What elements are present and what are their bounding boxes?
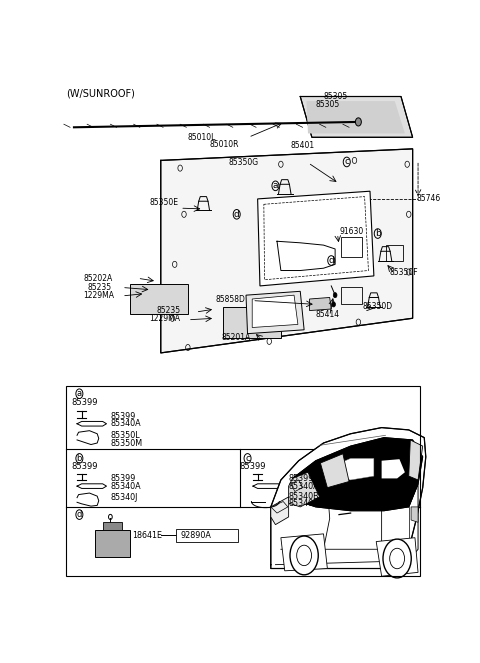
Polygon shape bbox=[161, 149, 413, 353]
Polygon shape bbox=[300, 97, 413, 137]
Text: (W/SUNROOF): (W/SUNROOF) bbox=[66, 89, 135, 99]
Text: 92890A: 92890A bbox=[180, 531, 211, 540]
Text: 85414: 85414 bbox=[316, 310, 340, 319]
Circle shape bbox=[383, 539, 411, 578]
Text: b: b bbox=[375, 229, 381, 238]
Text: 85340K: 85340K bbox=[288, 499, 319, 508]
Text: 85010R: 85010R bbox=[210, 140, 239, 149]
Bar bbox=[385, 245, 403, 261]
Text: 85350D: 85350D bbox=[362, 302, 392, 311]
Text: a: a bbox=[77, 389, 82, 398]
Text: 85399: 85399 bbox=[110, 412, 136, 420]
Polygon shape bbox=[281, 534, 327, 571]
Text: 85399: 85399 bbox=[72, 461, 98, 471]
Polygon shape bbox=[306, 101, 405, 133]
Text: d: d bbox=[77, 510, 82, 519]
Text: 85202A: 85202A bbox=[83, 274, 112, 282]
Text: 85350E: 85350E bbox=[149, 198, 178, 208]
Text: b: b bbox=[77, 454, 82, 463]
Text: 85201A: 85201A bbox=[221, 333, 251, 342]
Polygon shape bbox=[327, 458, 374, 480]
Text: 85350F: 85350F bbox=[389, 268, 418, 276]
Polygon shape bbox=[246, 291, 304, 333]
Circle shape bbox=[332, 302, 336, 307]
Bar bbox=[66, 386, 420, 576]
Text: 91630: 91630 bbox=[339, 227, 363, 236]
Text: 85399: 85399 bbox=[72, 398, 98, 408]
Text: 85340A: 85340A bbox=[288, 481, 319, 491]
Polygon shape bbox=[292, 438, 423, 511]
Text: c: c bbox=[245, 454, 250, 463]
Text: 85350L: 85350L bbox=[110, 431, 140, 440]
Text: 85399: 85399 bbox=[288, 474, 314, 483]
Polygon shape bbox=[258, 191, 374, 286]
Text: 85340A: 85340A bbox=[110, 481, 141, 491]
Circle shape bbox=[290, 536, 318, 575]
Text: 85401: 85401 bbox=[291, 141, 315, 150]
Polygon shape bbox=[310, 298, 331, 310]
Polygon shape bbox=[271, 497, 288, 524]
Text: 85350M: 85350M bbox=[110, 438, 143, 448]
Text: d: d bbox=[328, 256, 334, 265]
Text: 85010L: 85010L bbox=[188, 133, 216, 142]
Polygon shape bbox=[223, 307, 281, 337]
Circle shape bbox=[297, 545, 312, 566]
Polygon shape bbox=[411, 507, 418, 522]
Text: 1229MA: 1229MA bbox=[149, 314, 180, 323]
Text: 85746: 85746 bbox=[417, 194, 441, 204]
Text: 85340B: 85340B bbox=[288, 492, 319, 501]
Polygon shape bbox=[382, 459, 405, 479]
Bar bbox=[340, 288, 362, 304]
Text: 85340J: 85340J bbox=[110, 493, 138, 502]
Text: 85235: 85235 bbox=[87, 283, 111, 292]
Text: 85858D: 85858D bbox=[215, 294, 245, 304]
Text: 85305: 85305 bbox=[324, 92, 348, 101]
Polygon shape bbox=[409, 440, 423, 480]
Text: 18641E: 18641E bbox=[132, 531, 162, 540]
Text: a: a bbox=[273, 181, 278, 190]
Polygon shape bbox=[103, 522, 122, 530]
Polygon shape bbox=[271, 428, 426, 568]
Text: c: c bbox=[344, 157, 349, 166]
Polygon shape bbox=[321, 453, 349, 488]
Text: 85340A: 85340A bbox=[110, 419, 141, 428]
Polygon shape bbox=[376, 538, 418, 576]
Polygon shape bbox=[130, 284, 188, 314]
Bar bbox=[340, 237, 362, 257]
Polygon shape bbox=[252, 295, 298, 328]
Text: 1229MA: 1229MA bbox=[83, 292, 114, 300]
Text: 85399: 85399 bbox=[110, 474, 136, 483]
Polygon shape bbox=[95, 530, 130, 557]
Circle shape bbox=[355, 118, 361, 126]
Text: 85350G: 85350G bbox=[229, 158, 259, 167]
Bar bbox=[176, 529, 238, 542]
Circle shape bbox=[333, 292, 337, 298]
Text: 85399: 85399 bbox=[240, 461, 266, 471]
Polygon shape bbox=[288, 472, 320, 507]
Circle shape bbox=[390, 548, 405, 569]
Text: 85305: 85305 bbox=[316, 101, 340, 109]
Text: d: d bbox=[234, 210, 240, 219]
Text: 85235: 85235 bbox=[157, 306, 181, 315]
Polygon shape bbox=[271, 501, 288, 513]
Polygon shape bbox=[291, 480, 302, 491]
